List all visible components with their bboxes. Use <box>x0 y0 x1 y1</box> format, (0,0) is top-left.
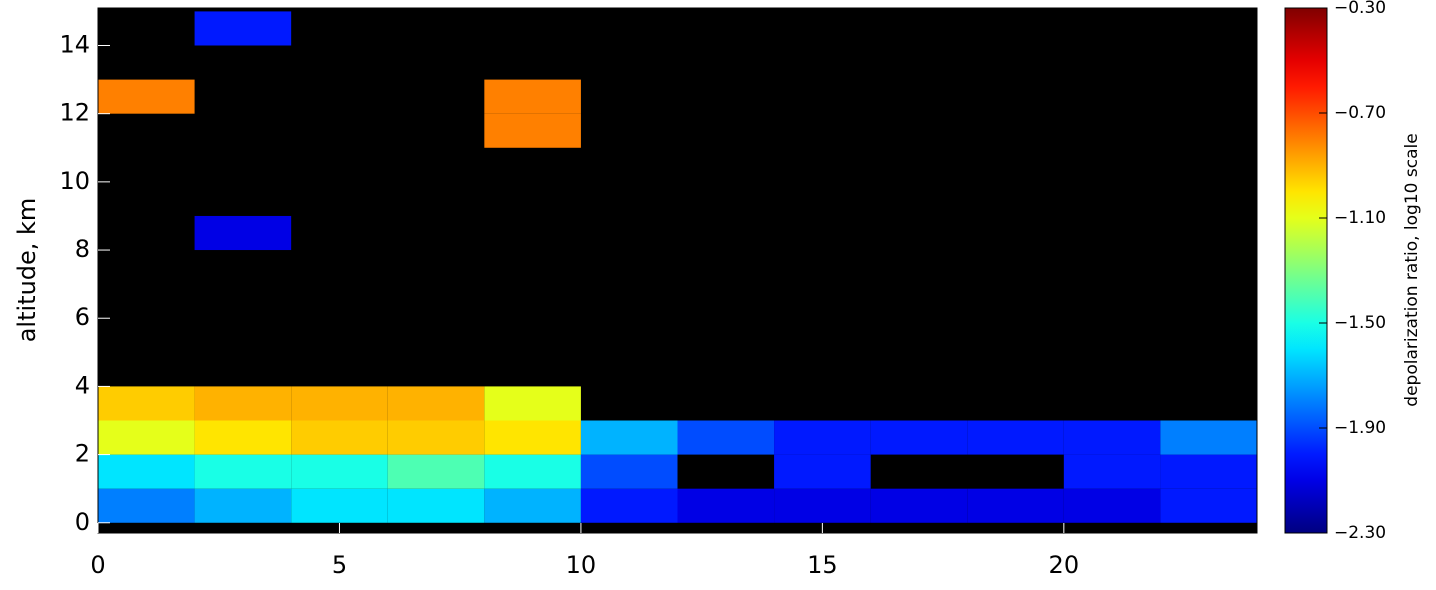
colorbar-tick-label: −1.50 <box>1334 313 1386 333</box>
heatmap-cell <box>870 420 968 455</box>
heatmap-cell <box>387 420 485 455</box>
heatmap-cell <box>484 488 581 523</box>
heatmap-cell <box>484 454 581 489</box>
heatmap-cell <box>194 11 292 46</box>
heatmap-cell <box>580 488 678 523</box>
heatmap-cell <box>1160 454 1257 489</box>
plot-frame <box>97 7 1258 534</box>
heatmap-cell <box>387 488 485 523</box>
y-tick-label: 0 <box>75 508 90 536</box>
heatmap-cell <box>291 454 388 489</box>
heatmap-cell <box>484 79 581 114</box>
heatmap-cell <box>774 420 871 455</box>
heatmap-cell <box>194 386 292 421</box>
x-tick-label: 0 <box>90 551 105 579</box>
heatmap-cell <box>98 79 195 114</box>
colorbar <box>1284 7 1328 534</box>
y-tick-label: 12 <box>59 99 90 127</box>
heatmap-cell <box>1063 420 1161 455</box>
colorbar-tick-label: −2.30 <box>1334 523 1386 543</box>
y-tick-label: 6 <box>75 303 90 331</box>
y-tick-label: 4 <box>75 371 90 399</box>
colorbar-tick-label: −0.70 <box>1334 103 1386 123</box>
heatmap-cell <box>387 454 485 489</box>
x-tick-label: 5 <box>332 551 347 579</box>
heatmap-cell <box>967 420 1064 455</box>
x-tick-label: 20 <box>1049 551 1080 579</box>
x-tick-label: 15 <box>807 551 838 579</box>
heatmap-cell <box>774 488 871 523</box>
heatmap-cell <box>967 488 1064 523</box>
heatmap-cell <box>98 454 195 489</box>
colorbar-label: depolarization ratio, log10 scale <box>1402 133 1422 406</box>
y-tick-label: 10 <box>59 167 90 195</box>
heatmap-cell <box>98 420 195 455</box>
heatmap-cell <box>194 215 292 251</box>
heatmap-cell <box>194 454 292 489</box>
heatmap-cell <box>484 420 581 455</box>
y-tick-label: 2 <box>75 440 90 468</box>
y-axis-label: altitude, km <box>13 198 41 343</box>
heatmap-cell <box>387 386 485 421</box>
heatmap-cell <box>1063 454 1161 489</box>
x-tick-label: 10 <box>566 551 597 579</box>
heatmap-cell <box>580 454 678 489</box>
y-tick-label: 14 <box>59 31 90 59</box>
heatmap-cell <box>1160 420 1257 455</box>
heatmap-cell <box>580 420 678 455</box>
heatmap-cell <box>194 488 292 523</box>
heatmap-cell <box>98 488 195 523</box>
colorbar-tick-label: −1.90 <box>1334 418 1386 438</box>
colorbar-tick-label: −0.30 <box>1334 0 1386 18</box>
heatmap-cell <box>98 386 195 421</box>
heatmap-cell <box>291 488 388 523</box>
heatmap-cell <box>677 420 775 455</box>
heatmap-cell <box>194 420 292 455</box>
heatmap-cell <box>291 386 388 421</box>
heatmap-cell <box>291 420 388 455</box>
heatmap-cell <box>484 386 581 421</box>
heatmap-cell <box>1063 488 1161 523</box>
heatmap-cell <box>677 488 775 523</box>
heatmap-cell <box>870 488 968 523</box>
colorbar-tick-label: −1.10 <box>1334 208 1386 228</box>
heatmap-cell <box>1160 488 1257 523</box>
heatmap-cell <box>774 454 871 489</box>
heatmap-cell <box>484 113 581 148</box>
y-tick-label: 8 <box>75 235 90 263</box>
